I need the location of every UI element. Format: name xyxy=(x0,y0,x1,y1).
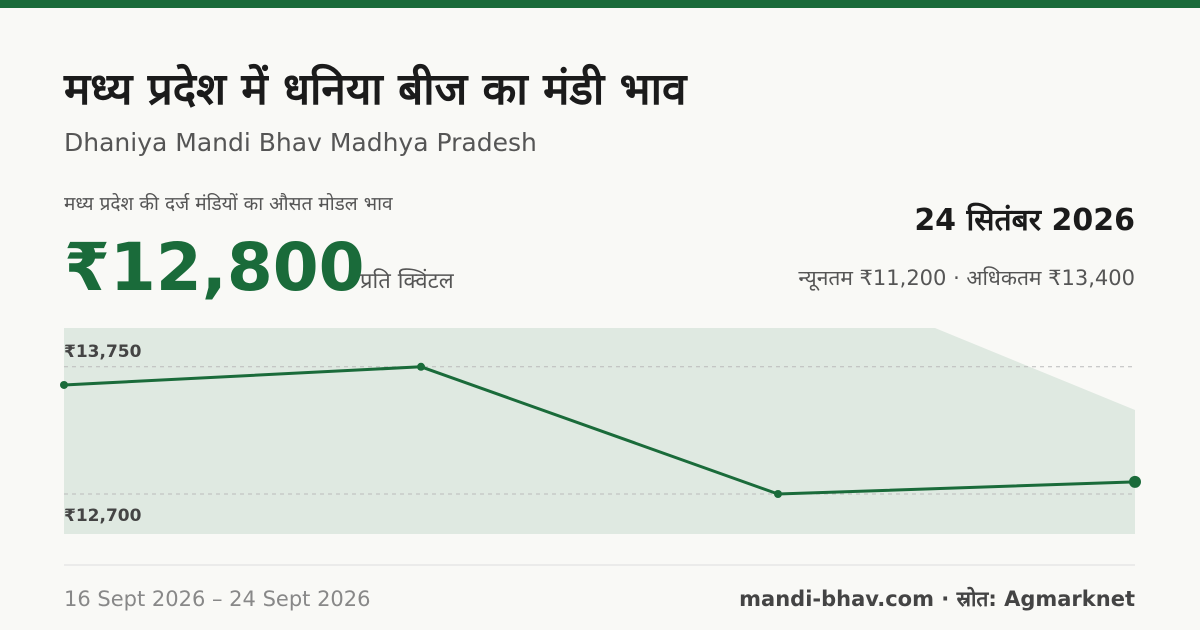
point xyxy=(417,362,425,371)
subtitle: Dhaniya Mandi Bhav Madhya Pradesh xyxy=(64,128,537,157)
title: मध्य प्रदेश में धनिया बीज का मंडी भाव xyxy=(63,63,688,115)
point xyxy=(60,380,68,389)
line xyxy=(63,365,1136,496)
min-max: न्यूनतम ₹11,200 · अधिकतम ₹13,400 xyxy=(798,266,1135,291)
y-tick-label: ₹12,700 xyxy=(64,506,142,526)
top-bar xyxy=(0,0,1200,8)
caption: मध्य प्रदेश की दर्ज मंडियों का औसत मोडल … xyxy=(64,192,393,215)
point xyxy=(1129,475,1141,488)
date-range: 16 Sept 2026 – 24 Sept 2026 xyxy=(64,587,371,611)
unit: प्रति क्विंटल xyxy=(360,268,455,294)
date: 24 सितंबर 2026 xyxy=(914,202,1135,238)
price: ₹12,800 xyxy=(64,229,365,306)
point xyxy=(774,490,782,499)
source: mandi-bhav.com · स्रोत: Agmarknet xyxy=(739,586,1135,611)
y-tick-label: ₹13,750 xyxy=(64,342,142,362)
